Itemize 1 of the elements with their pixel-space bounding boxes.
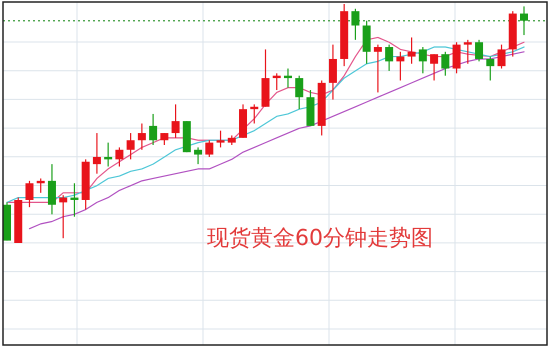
title: 现货黄金60分钟走势图 — [207, 226, 433, 251]
